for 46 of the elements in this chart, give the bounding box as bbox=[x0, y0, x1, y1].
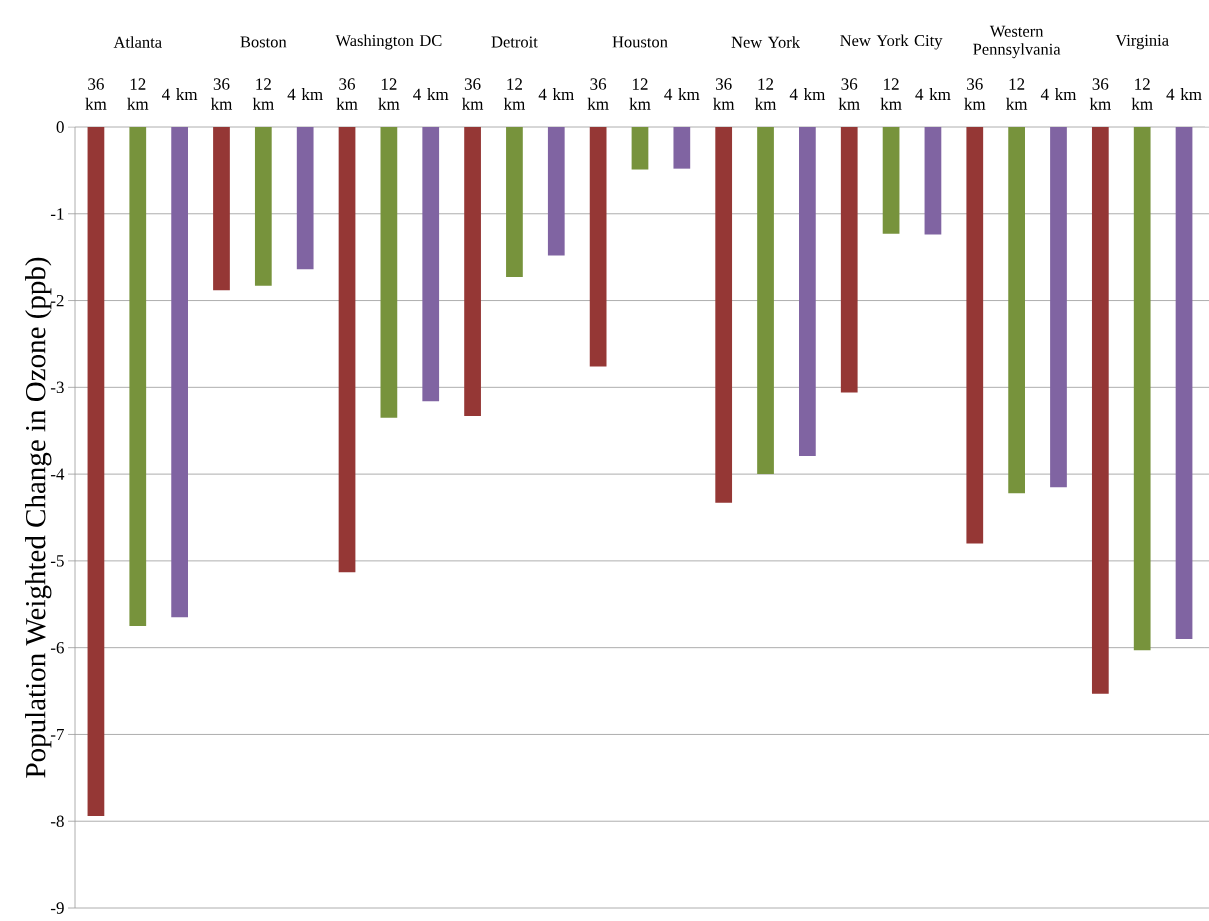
series-label: 12 km bbox=[378, 78, 400, 110]
text: 12 km bbox=[629, 78, 651, 110]
text: 12 km bbox=[755, 78, 777, 110]
text: 36 km bbox=[1089, 78, 1111, 110]
text: 36 km bbox=[587, 78, 609, 110]
x-tick-label: Detroit bbox=[491, 36, 538, 48]
text: 36 km bbox=[713, 78, 735, 110]
series-label: 36 km bbox=[462, 78, 484, 110]
x-tick-label: Washington DC bbox=[335, 34, 442, 50]
x-tick-label: New York City bbox=[840, 34, 943, 50]
y-tick-label: -3 bbox=[50, 381, 64, 394]
x-tick-label: Boston bbox=[240, 36, 287, 48]
text: 4 km bbox=[162, 88, 198, 100]
text: 4 km bbox=[1040, 88, 1077, 100]
x-tick-label: Virginia bbox=[1115, 34, 1169, 50]
text: 36 km bbox=[838, 78, 860, 110]
text: 4 km bbox=[538, 88, 574, 100]
y-tick-label: -9 bbox=[50, 902, 64, 914]
text: 4 km bbox=[789, 88, 826, 100]
y-tick-label: -1 bbox=[50, 208, 64, 220]
text: 4 km bbox=[287, 88, 323, 100]
x-tick-label: Atlanta bbox=[113, 36, 162, 48]
series-label: 4 km bbox=[915, 88, 951, 100]
y-tick-label: -4 bbox=[50, 468, 65, 480]
y-tick-label: -7 bbox=[50, 728, 64, 741]
y-tick-label: 0 bbox=[56, 121, 64, 133]
text: 36 km bbox=[85, 78, 107, 110]
text: 4 km bbox=[1166, 88, 1202, 100]
text: 36 km bbox=[210, 78, 233, 110]
y-axis-title: Population Weighted Change in Ozone (ppb) bbox=[25, 257, 52, 778]
y-tick-label: -5 bbox=[50, 555, 64, 567]
text: 12 km bbox=[503, 78, 526, 110]
text: 12 km bbox=[1006, 78, 1028, 110]
text: 12 km bbox=[880, 78, 902, 110]
text: 36 km bbox=[336, 78, 358, 110]
x-tick-label: Houston bbox=[612, 36, 668, 48]
text: 4 km bbox=[664, 88, 700, 100]
y-tick-label: -8 bbox=[50, 815, 64, 827]
text: 12 km bbox=[1131, 78, 1153, 110]
x-tick-label: New York bbox=[731, 36, 800, 48]
text: 4 km bbox=[413, 88, 449, 100]
y-tick-label: -6 bbox=[50, 641, 64, 654]
text: 12 km bbox=[252, 78, 274, 110]
x-tick-label: Western Pennsylvania bbox=[973, 25, 1061, 59]
text: 12 km bbox=[127, 78, 149, 110]
text: 36 km bbox=[964, 78, 986, 110]
